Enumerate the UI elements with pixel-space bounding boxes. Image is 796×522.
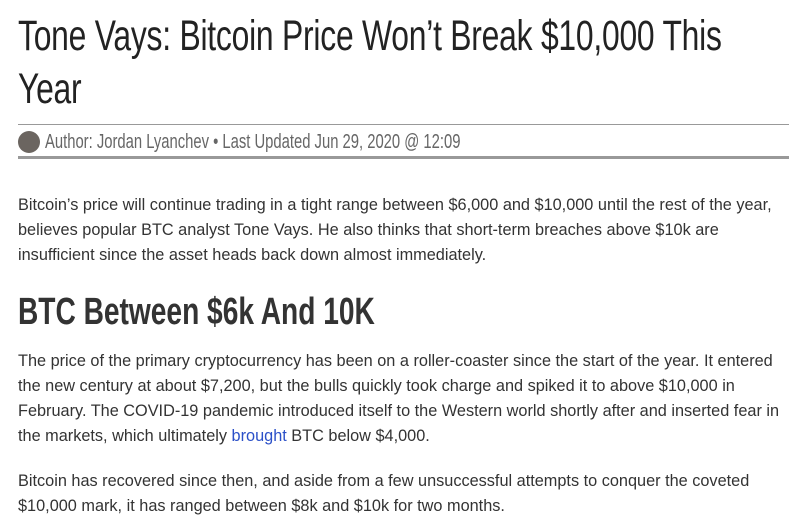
divider	[18, 124, 789, 125]
section-heading: BTC Between $6k And 10K	[18, 291, 375, 333]
link[interactable]: brought	[231, 427, 287, 445]
byline: Author: Jordan Lyanchev • Last Updated J…	[18, 130, 796, 154]
author-avatar	[18, 131, 40, 153]
paragraph: The price of the primary cryptocurrency …	[18, 349, 789, 449]
text: BTC below $4,000.	[286, 427, 430, 445]
byline-text: Author: Jordan Lyanchev • Last Updated J…	[45, 130, 461, 153]
paragraph: Bitcoin’s price will continue trading in…	[18, 196, 772, 264]
text: The price of the primary cryptocurrency …	[18, 352, 780, 445]
paragraph: Bitcoin has recovered since then, and as…	[18, 472, 750, 515]
divider	[18, 156, 789, 159]
article-title: Tone Vays: Bitcoin Price Won’t Break $10…	[18, 12, 722, 113]
